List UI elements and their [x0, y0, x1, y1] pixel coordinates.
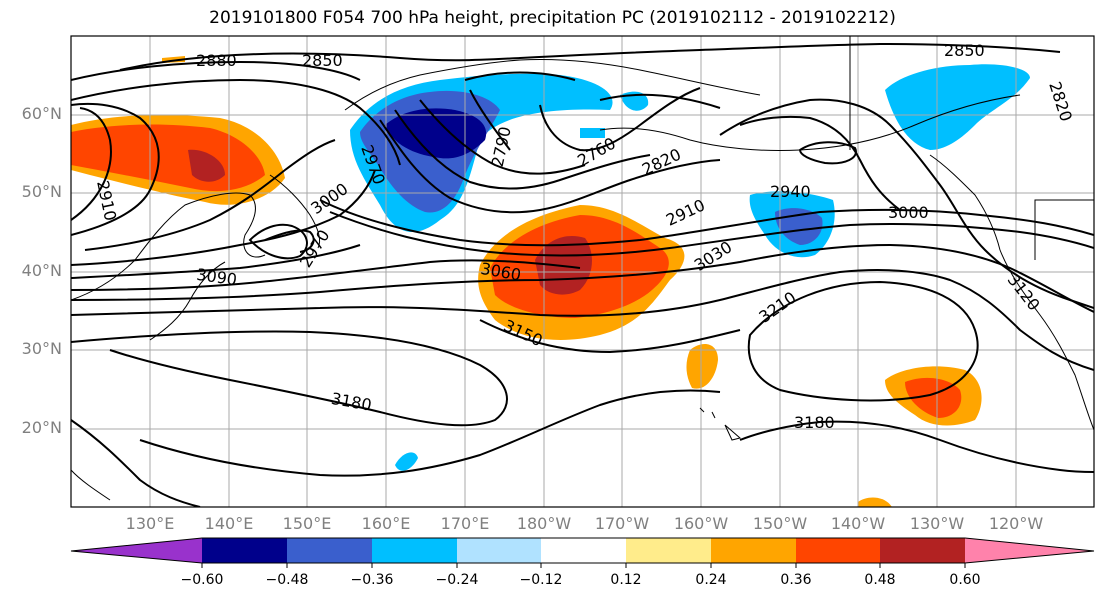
- lat-label: 50°N: [21, 182, 62, 201]
- contour-label: 3000: [888, 203, 929, 222]
- colorbar-tick-label: 0.36: [780, 572, 812, 588]
- contour-label: 2970: [296, 226, 334, 271]
- contour-label: 2850: [944, 41, 985, 60]
- colorbar-segment: [880, 538, 965, 563]
- contour-label: 2910: [93, 179, 120, 223]
- lon-label: 150°E: [282, 514, 332, 533]
- colorbar-segment: [372, 538, 457, 563]
- contour-label: 2820: [1045, 79, 1076, 124]
- contour-label: 2880: [196, 51, 237, 70]
- lon-label: 170°W: [594, 514, 650, 533]
- lon-label: 120°W: [988, 514, 1044, 533]
- precip-positive-hawaii: [686, 344, 718, 389]
- colorbar: [70, 537, 1095, 568]
- contour-label: 3180: [330, 389, 373, 415]
- precip-negative-small-south: [395, 452, 418, 471]
- colorbar-tick-label: 0.24: [695, 572, 727, 588]
- lat-label: 20°N: [21, 418, 62, 437]
- colorbar-segment: [796, 538, 880, 563]
- lon-label: 140°W: [830, 514, 886, 533]
- colorbar-segment: [626, 538, 711, 563]
- colorbar-segment: [287, 538, 372, 563]
- precip-positive-small-bottom: [858, 497, 892, 507]
- lon-label: 150°W: [752, 514, 808, 533]
- map-title: 2019101800 F054 700 hPa height, precipit…: [209, 8, 896, 28]
- colorbar-tick-label: −0.36: [350, 572, 394, 588]
- map-frame: [70, 35, 1095, 508]
- precip-positive-china-core: [188, 149, 225, 182]
- lat-label: 40°N: [21, 261, 62, 280]
- precip-negative-bering-core: [385, 108, 487, 159]
- lon-label: 180°W: [516, 514, 572, 533]
- colorbar-segment: [711, 538, 796, 563]
- lon-label: 160°W: [673, 514, 729, 533]
- contour-label: 2850: [302, 51, 343, 70]
- lon-label: 140°E: [204, 514, 254, 533]
- contour-label: 2940: [770, 182, 811, 201]
- contour-label: 2790: [488, 125, 515, 169]
- colorbar-tick-label: 0.12: [610, 572, 642, 588]
- colorbar-tick-label: −0.48: [265, 572, 309, 588]
- colorbar-tick-label: −0.24: [435, 572, 479, 588]
- lon-label: 160°E: [361, 514, 411, 533]
- lon-label: 130°E: [125, 514, 175, 533]
- colorbar-segment: [541, 538, 626, 563]
- colorbar-extend-high: [965, 538, 1094, 563]
- contour-label: 3180: [794, 413, 835, 432]
- colorbar-tick-label: 0.60: [949, 572, 981, 588]
- height-contours: [71, 42, 1094, 507]
- map-area: 2880 2850 2850 2820 2910 2970 3000 2970 …: [71, 36, 1094, 507]
- precip-negative-canada: [885, 64, 1030, 150]
- colorbar-tick-label: 0.48: [864, 572, 896, 588]
- colorbar-tick-label: −0.60: [180, 572, 224, 588]
- colorbar-tick-label: −0.12: [519, 572, 563, 588]
- colorbar-segment: [202, 538, 287, 563]
- lat-label: 30°N: [21, 339, 62, 358]
- contour-label: 2820: [639, 145, 684, 179]
- contour-label: 2760: [574, 134, 619, 171]
- lon-label: 130°W: [909, 514, 965, 533]
- precip-negative-alaska-bar: [580, 128, 605, 138]
- colorbar-segment: [457, 538, 541, 563]
- contour-label: 3210: [755, 288, 799, 327]
- contour-label: 3120: [1004, 270, 1044, 314]
- lon-label: 170°E: [440, 514, 490, 533]
- lat-label: 60°N: [21, 104, 62, 123]
- colorbar-extend-low: [71, 538, 202, 563]
